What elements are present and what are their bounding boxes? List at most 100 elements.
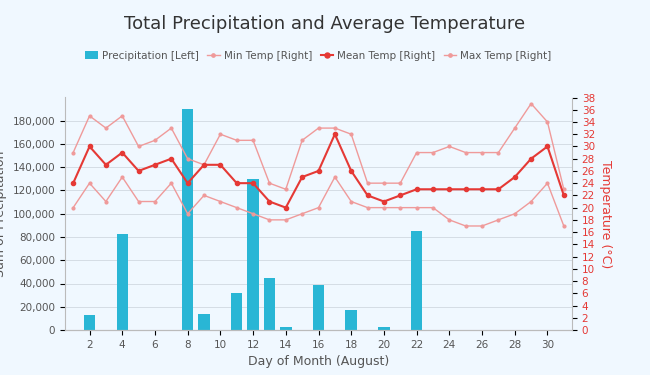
Max Temp [Right] [363, 181, 371, 185]
Max Temp [Right] [527, 101, 535, 106]
Mean Temp [Right] [380, 199, 388, 204]
Min Temp [Right] [151, 199, 159, 204]
Mean Temp [Right] [396, 193, 404, 198]
Max Temp [Right] [445, 144, 453, 149]
Min Temp [Right] [86, 181, 94, 185]
Min Temp [Right] [527, 199, 535, 204]
Mean Temp [Right] [151, 162, 159, 167]
Max Temp [Right] [511, 126, 519, 130]
Min Temp [Right] [462, 224, 469, 228]
Max Temp [Right] [118, 114, 126, 118]
Mean Temp [Right] [495, 187, 502, 192]
Y-axis label: Temperature (°C): Temperature (°C) [599, 160, 612, 268]
Mean Temp [Right] [70, 181, 77, 185]
X-axis label: Day of Month (August): Day of Month (August) [248, 355, 389, 368]
Mean Temp [Right] [102, 162, 110, 167]
Mean Temp [Right] [315, 169, 322, 173]
Max Temp [Right] [315, 126, 322, 130]
Mean Temp [Right] [168, 156, 176, 161]
Max Temp [Right] [249, 138, 257, 142]
Max Temp [Right] [396, 181, 404, 185]
Min Temp [Right] [102, 199, 110, 204]
Bar [248, 179, 259, 330]
Mean Temp [Right] [347, 169, 355, 173]
Mean Temp [Right] [216, 162, 224, 167]
Min Temp [Right] [347, 199, 355, 204]
Min Temp [Right] [478, 224, 486, 228]
Mean Temp [Right] [249, 181, 257, 185]
Max Temp [Right] [233, 138, 240, 142]
Bar [411, 231, 422, 330]
Mean Temp [Right] [363, 193, 371, 198]
Mean Temp [Right] [543, 144, 551, 149]
Mean Temp [Right] [445, 187, 453, 192]
Min Temp [Right] [315, 206, 322, 210]
Max Temp [Right] [347, 132, 355, 136]
Bar [378, 327, 389, 330]
Max Temp [Right] [200, 162, 208, 167]
Mean Temp [Right] [462, 187, 469, 192]
Bar [313, 285, 324, 330]
Min Temp [Right] [396, 206, 404, 210]
Line: Max Temp [Right]: Max Temp [Right] [72, 102, 566, 190]
Max Temp [Right] [331, 126, 339, 130]
Min Temp [Right] [429, 206, 437, 210]
Min Temp [Right] [70, 206, 77, 210]
Mean Temp [Right] [560, 193, 567, 198]
Mean Temp [Right] [200, 162, 208, 167]
Max Temp [Right] [380, 181, 388, 185]
Min Temp [Right] [118, 175, 126, 179]
Line: Min Temp [Right]: Min Temp [Right] [72, 176, 566, 227]
Bar [264, 278, 275, 330]
Max Temp [Right] [462, 150, 469, 155]
Mean Temp [Right] [331, 132, 339, 136]
Min Temp [Right] [249, 211, 257, 216]
Mean Temp [Right] [282, 206, 290, 210]
Mean Temp [Right] [511, 175, 519, 179]
Mean Temp [Right] [527, 156, 535, 161]
Max Temp [Right] [102, 126, 110, 130]
Max Temp [Right] [298, 138, 306, 142]
Mean Temp [Right] [413, 187, 421, 192]
Y-axis label: Sum of Precipitation: Sum of Precipitation [0, 150, 7, 277]
Max Temp [Right] [429, 150, 437, 155]
Max Temp [Right] [478, 150, 486, 155]
Min Temp [Right] [495, 217, 502, 222]
Max Temp [Right] [168, 126, 176, 130]
Mean Temp [Right] [266, 199, 274, 204]
Bar [280, 327, 291, 330]
Bar [198, 314, 210, 330]
Mean Temp [Right] [135, 169, 142, 173]
Bar [182, 109, 194, 330]
Max Temp [Right] [151, 138, 159, 142]
Mean Temp [Right] [184, 181, 192, 185]
Bar [116, 234, 128, 330]
Min Temp [Right] [363, 206, 371, 210]
Min Temp [Right] [135, 199, 142, 204]
Max Temp [Right] [216, 132, 224, 136]
Min Temp [Right] [266, 217, 274, 222]
Min Temp [Right] [282, 217, 290, 222]
Min Temp [Right] [216, 199, 224, 204]
Min Temp [Right] [298, 211, 306, 216]
Mean Temp [Right] [478, 187, 486, 192]
Line: Mean Temp [Right]: Mean Temp [Right] [71, 132, 566, 210]
Min Temp [Right] [200, 193, 208, 198]
Min Temp [Right] [445, 217, 453, 222]
Max Temp [Right] [184, 156, 192, 161]
Text: Total Precipitation and Average Temperature: Total Precipitation and Average Temperat… [124, 15, 526, 33]
Min Temp [Right] [380, 206, 388, 210]
Max Temp [Right] [560, 187, 567, 192]
Mean Temp [Right] [298, 175, 306, 179]
Max Temp [Right] [282, 187, 290, 192]
Min Temp [Right] [511, 211, 519, 216]
Max Temp [Right] [413, 150, 421, 155]
Legend: Precipitation [Left], Min Temp [Right], Mean Temp [Right], Max Temp [Right]: Precipitation [Left], Min Temp [Right], … [81, 46, 556, 65]
Max Temp [Right] [70, 150, 77, 155]
Bar [346, 310, 357, 330]
Mean Temp [Right] [118, 150, 126, 155]
Min Temp [Right] [331, 175, 339, 179]
Min Temp [Right] [168, 181, 176, 185]
Min Temp [Right] [413, 206, 421, 210]
Max Temp [Right] [86, 114, 94, 118]
